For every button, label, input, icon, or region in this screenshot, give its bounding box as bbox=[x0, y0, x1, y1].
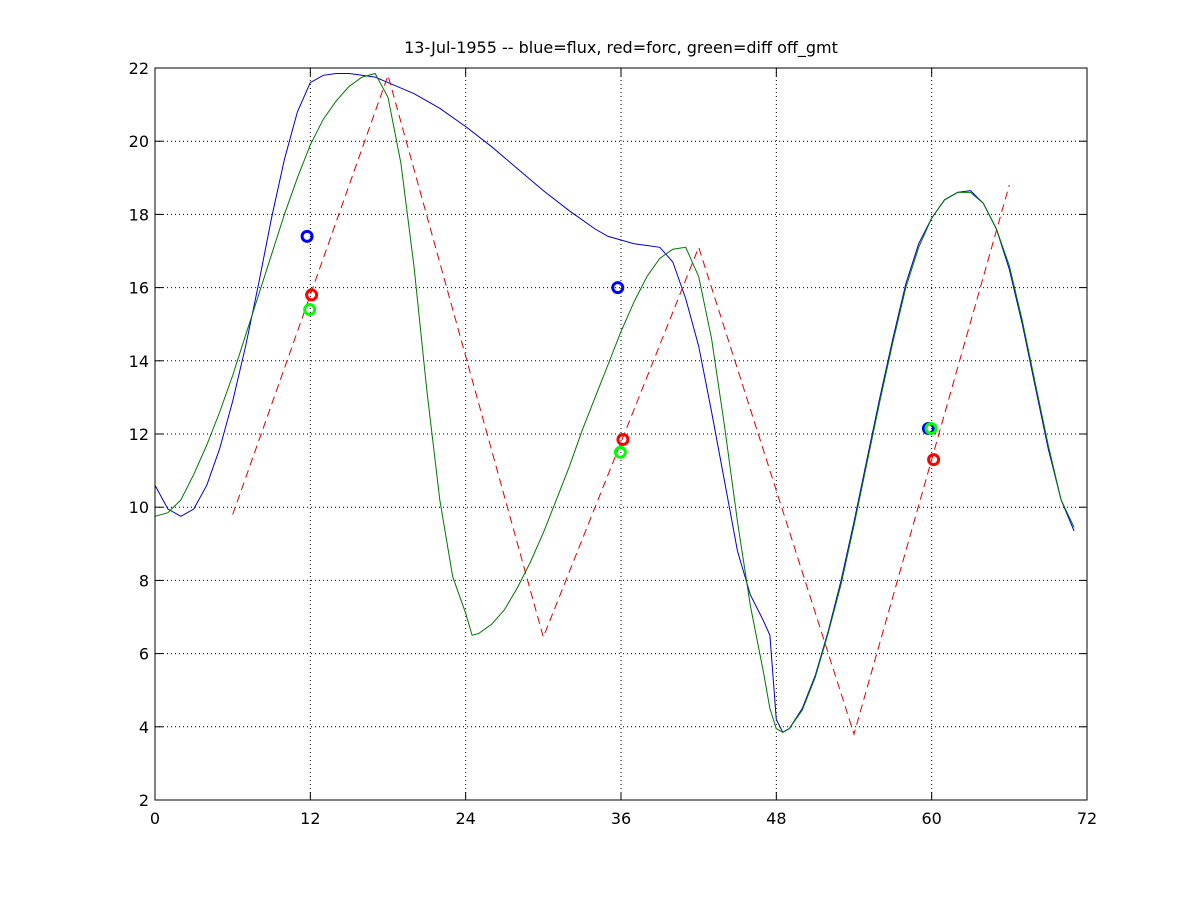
y-tick-label: 16 bbox=[129, 279, 149, 298]
data-marker bbox=[611, 281, 625, 295]
markers-group bbox=[300, 229, 941, 467]
data-marker bbox=[300, 229, 314, 243]
x-tick-label: 36 bbox=[611, 809, 631, 828]
data-marker bbox=[303, 303, 317, 317]
x-tick-label: 12 bbox=[300, 809, 320, 828]
y-tick-label: 12 bbox=[129, 425, 149, 444]
x-tick-label: 48 bbox=[766, 809, 786, 828]
y-tick-label: 2 bbox=[139, 791, 149, 810]
chart-title: 13-Jul-1955 -- blue=flux, red=forc, gree… bbox=[404, 38, 838, 58]
x-tick-label: 60 bbox=[921, 809, 941, 828]
x-tick-label: 0 bbox=[150, 809, 160, 828]
y-tick-label: 18 bbox=[129, 205, 149, 224]
y-tick-label: 10 bbox=[129, 498, 149, 517]
data-marker bbox=[927, 453, 941, 467]
series-line-2 bbox=[154, 72, 1075, 733]
y-tick-label: 22 bbox=[129, 59, 149, 78]
data-marker bbox=[613, 445, 627, 459]
data-marker bbox=[305, 288, 319, 302]
series-group bbox=[154, 72, 1075, 736]
data-marker bbox=[616, 432, 630, 446]
y-tick-label: 4 bbox=[139, 718, 149, 737]
series-line-1 bbox=[232, 73, 1010, 736]
x-tick-label: 72 bbox=[1077, 809, 1097, 828]
y-tick-label: 14 bbox=[129, 352, 149, 371]
data-marker bbox=[924, 422, 938, 436]
y-tick-label: 6 bbox=[139, 645, 149, 664]
series-line-0 bbox=[154, 73, 1075, 733]
y-tick-label: 8 bbox=[139, 571, 149, 590]
x-tick-label: 24 bbox=[455, 809, 475, 828]
y-tick-label: 20 bbox=[129, 132, 149, 151]
